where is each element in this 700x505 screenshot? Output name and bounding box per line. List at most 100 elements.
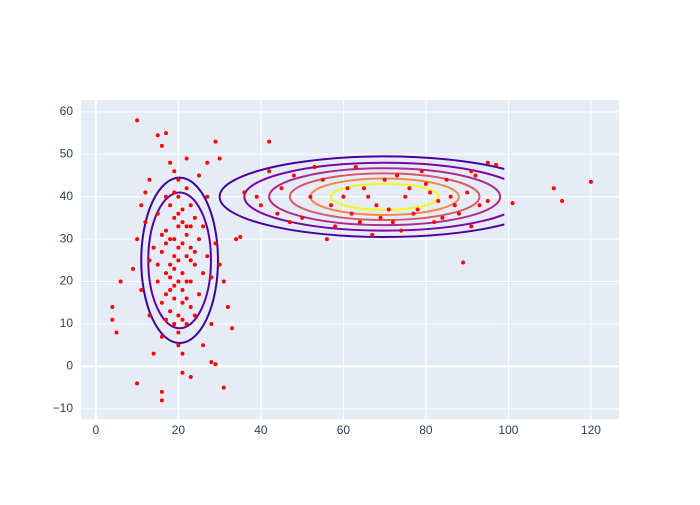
point (494, 162, 499, 167)
point (176, 245, 181, 250)
point (461, 260, 466, 265)
point (485, 198, 490, 203)
y-tick-label: 40 (60, 189, 74, 203)
point (366, 194, 371, 199)
point (440, 215, 445, 220)
point (312, 165, 317, 170)
y-tick-label: 0 (66, 359, 73, 373)
point (254, 194, 259, 199)
point (143, 220, 148, 225)
point (432, 220, 437, 225)
point (415, 207, 420, 212)
x-tick-label: 120 (581, 423, 601, 437)
point (300, 215, 305, 220)
point (588, 179, 593, 184)
point (209, 275, 214, 280)
point (382, 177, 387, 182)
plot-area (81, 100, 619, 419)
point (205, 254, 210, 259)
point (155, 262, 160, 267)
point (357, 220, 362, 225)
point (176, 211, 181, 216)
point (163, 228, 168, 233)
contour-line (243, 161, 505, 232)
point (353, 165, 358, 170)
point (163, 271, 168, 276)
point (188, 305, 193, 310)
point (147, 258, 152, 263)
point (168, 160, 173, 165)
point (163, 292, 168, 297)
point (159, 300, 164, 305)
point (201, 271, 206, 276)
point (436, 198, 441, 203)
point (473, 173, 478, 178)
point (419, 169, 424, 174)
point (205, 160, 210, 165)
point (279, 186, 284, 191)
point (110, 305, 115, 310)
point (168, 237, 173, 242)
point (485, 160, 490, 165)
point (172, 266, 177, 271)
point (444, 177, 449, 182)
point (477, 203, 482, 208)
point (230, 326, 235, 331)
contour-line (218, 155, 505, 239)
point (155, 211, 160, 216)
point (176, 330, 181, 335)
point (349, 211, 354, 216)
point (188, 258, 193, 263)
point (168, 275, 173, 280)
point (205, 194, 210, 199)
point (225, 305, 230, 310)
point (188, 224, 193, 229)
point (399, 228, 404, 233)
point (448, 194, 453, 199)
point (213, 241, 218, 246)
point (242, 190, 247, 195)
contour-line (330, 182, 440, 211)
point (188, 203, 193, 208)
point (180, 241, 185, 246)
point (180, 207, 185, 212)
point (184, 254, 189, 259)
x-tick-label: 100 (498, 423, 518, 437)
y-tick-label: 50 (60, 146, 74, 160)
point (192, 313, 197, 318)
point (155, 279, 160, 284)
contour-line (140, 176, 219, 345)
point (172, 215, 177, 220)
point (469, 224, 474, 229)
point (168, 203, 173, 208)
point (275, 211, 280, 216)
point (287, 220, 292, 225)
point (362, 186, 367, 191)
point (201, 343, 206, 348)
point (345, 186, 350, 191)
point (163, 241, 168, 246)
point (135, 118, 140, 123)
y-tick-label: 30 (60, 231, 74, 245)
point (180, 300, 185, 305)
point (163, 317, 168, 322)
point (465, 190, 470, 195)
point (221, 279, 226, 284)
point (147, 313, 152, 318)
point (291, 173, 296, 178)
point (159, 232, 164, 237)
contour-line (288, 172, 481, 222)
point (180, 351, 185, 356)
point (159, 334, 164, 339)
point (238, 235, 243, 240)
point (135, 237, 140, 242)
point (456, 211, 461, 216)
point (180, 220, 185, 225)
point (403, 194, 408, 199)
point (423, 181, 428, 186)
point (155, 133, 160, 138)
point (176, 194, 181, 199)
point (469, 169, 474, 174)
